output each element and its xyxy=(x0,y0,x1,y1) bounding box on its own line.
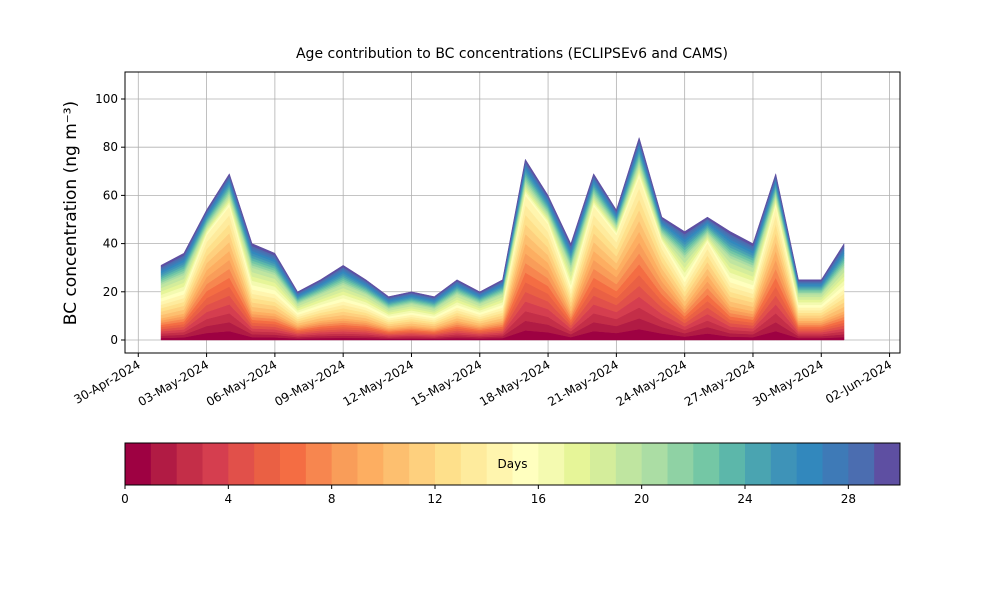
areas xyxy=(160,136,845,341)
colorbar-cell xyxy=(564,443,591,485)
colorbar-cell xyxy=(280,443,307,485)
colorbar-tick-label: 0 xyxy=(121,492,129,506)
area-band xyxy=(160,136,845,299)
colorbar-cell xyxy=(848,443,875,485)
colorbar-tick-label: 8 xyxy=(328,492,336,506)
colorbar-cell xyxy=(796,443,823,485)
colorbar-tick-label: 28 xyxy=(841,492,856,506)
colorbar-cell xyxy=(770,443,798,485)
colorbar-tick-label: 24 xyxy=(737,492,752,506)
colorbar-cell xyxy=(460,443,488,485)
x-tick-label: 09-May-2024 xyxy=(272,357,347,409)
x-tick-label: 03-May-2024 xyxy=(136,357,211,409)
plot-frame xyxy=(124,71,901,354)
colorbar-cell xyxy=(512,443,539,485)
y-tick-label: 20 xyxy=(103,285,118,299)
colorbar-cell xyxy=(357,443,384,485)
colorbar-cell xyxy=(745,443,772,485)
colorbar-cell xyxy=(383,443,410,485)
colorbar-tick-label: 4 xyxy=(225,492,233,506)
x-tick-label: 02-Jun-2024 xyxy=(823,357,894,406)
chart-title: Age contribution to BC concentrations (E… xyxy=(296,46,728,62)
colorbar-cell xyxy=(486,443,513,485)
y-tick-label: 60 xyxy=(103,188,118,202)
colorbar-cell xyxy=(331,443,358,485)
colorbar-cell xyxy=(615,443,643,485)
colorbar-tick-label: 12 xyxy=(427,492,442,506)
colorbar-cell xyxy=(176,443,203,485)
colorbar-cell xyxy=(538,443,565,485)
colorbar-cell xyxy=(228,443,255,485)
colorbar-cell xyxy=(305,443,333,485)
colorbar-cell xyxy=(693,443,720,485)
y-tick-label: 40 xyxy=(103,237,118,251)
colorbar-cell xyxy=(435,443,462,485)
colorbar-label: Days xyxy=(498,457,528,471)
x-tick-label: 30-May-2024 xyxy=(750,357,825,409)
colorbar-cell xyxy=(719,443,746,485)
colorbar-cell xyxy=(150,443,178,485)
colorbar-cell xyxy=(667,443,694,485)
colorbar-cell xyxy=(641,443,668,485)
x-tick-label: 18-May-2024 xyxy=(477,357,552,409)
x-tick-label: 24-May-2024 xyxy=(614,357,689,409)
x-tick-label: 12-May-2024 xyxy=(340,357,415,409)
colorbar-cell xyxy=(409,443,436,485)
colorbar-cell xyxy=(590,443,617,485)
colorbar-frame xyxy=(124,442,901,486)
colorbar-cell xyxy=(125,443,152,485)
y-tick-label: 100 xyxy=(95,92,118,106)
x-tick-label: 15-May-2024 xyxy=(409,357,484,409)
colorbar-cell xyxy=(822,443,849,485)
y-tick-label: 80 xyxy=(103,140,118,154)
colorbar-cell xyxy=(254,443,281,485)
y-tick-label: 0 xyxy=(110,333,118,347)
colorbar-cell xyxy=(874,443,901,485)
x-tick-label: 27-May-2024 xyxy=(682,357,757,409)
x-tick-label: 30-Apr-2024 xyxy=(72,357,143,406)
colorbar-tick-label: 16 xyxy=(531,492,546,506)
y-axis-label: BC concentration (ng m⁻³) xyxy=(61,101,81,325)
colorbar-cell xyxy=(202,443,229,485)
x-tick-label: 06-May-2024 xyxy=(204,357,279,409)
colorbar-tick-label: 20 xyxy=(634,492,649,506)
x-tick-label: 21-May-2024 xyxy=(545,357,620,409)
